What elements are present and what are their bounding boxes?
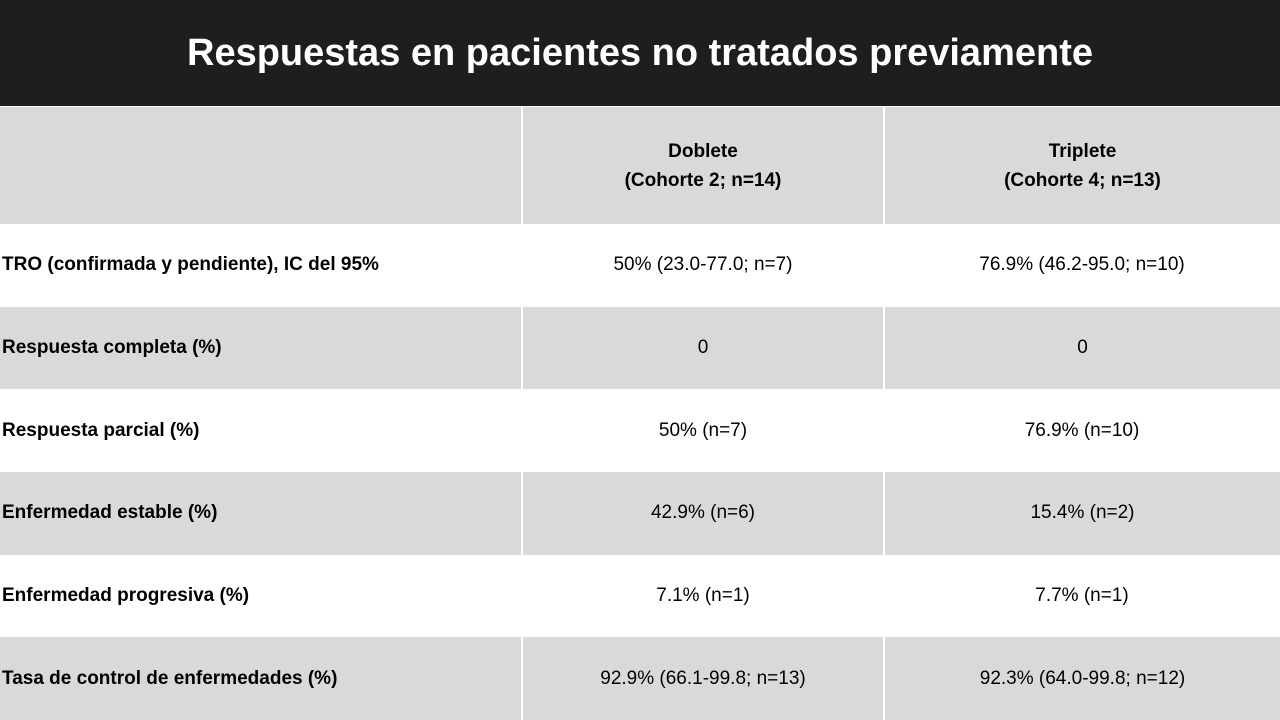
- cell-doblete: 42.9% (n=6): [521, 471, 884, 555]
- table-header-row: Doblete (Cohorte 2; n=14) Triplete (Coho…: [0, 107, 1280, 224]
- cell-triplete: 76.9% (46.2-95.0; n=10): [979, 254, 1185, 276]
- cell-doblete: 0: [521, 306, 884, 390]
- cell-triplete: 92.3% (64.0-99.8; n=12): [883, 637, 1280, 720]
- header-cell-empty: [0, 107, 522, 224]
- table-row-respuesta-parcial: Respuesta parcial (%) 50% (n=7) 76.9% (n…: [0, 389, 1280, 472]
- row-label: Respuesta parcial (%): [2, 419, 200, 441]
- row-label: Tasa de control de enfermedades (%): [2, 667, 338, 689]
- header-triplete-cohort: (Cohorte 4; n=13): [1004, 169, 1161, 191]
- table-row-enfermedad-estable: Enfermedad estable (%) 42.9% (n=6) 15.4%…: [0, 471, 1280, 555]
- table-row-enfermedad-progresiva: Enfermedad progresiva (%) 7.1% (n=1) 7.7…: [0, 554, 1280, 638]
- table-row-tasa-control: Tasa de control de enfermedades (%) 92.9…: [0, 637, 1280, 720]
- table-row-respuesta-completa: Respuesta completa (%) 0 0: [0, 306, 1280, 390]
- cell-triplete: 76.9% (n=10): [1024, 419, 1140, 441]
- row-label: Enfermedad estable (%): [2, 502, 218, 524]
- header-cell-triplete: Triplete (Cohorte 4; n=13): [883, 107, 1280, 224]
- row-label: Respuesta completa (%): [2, 336, 222, 358]
- cell-doblete: 50% (n=7): [658, 419, 748, 441]
- cell-doblete: 92.9% (66.1-99.8; n=13): [521, 637, 884, 720]
- header-triplete-name: Triplete: [1048, 140, 1117, 162]
- cell-doblete: 7.1% (n=1): [656, 584, 750, 606]
- header-doblete-cohort: (Cohorte 2; n=14): [624, 169, 782, 191]
- header-cell-doblete: Doblete (Cohorte 2; n=14): [521, 107, 884, 224]
- cell-doblete: 50% (23.0-77.0; n=7): [613, 254, 793, 276]
- table-row-tro: TRO (confirmada y pendiente), IC del 95%…: [0, 224, 1280, 307]
- results-table-container: Doblete (Cohorte 2; n=14) Triplete (Coho…: [0, 107, 1280, 720]
- slide-title: Respuestas en pacientes no tratados prev…: [187, 31, 1093, 74]
- cell-triplete: 15.4% (n=2): [883, 471, 1280, 555]
- cell-triplete: 0: [883, 306, 1280, 390]
- row-label: TRO (confirmada y pendiente), IC del 95%: [2, 254, 379, 276]
- cell-triplete: 7.7% (n=1): [1035, 584, 1129, 606]
- header-doblete-name: Doblete: [668, 140, 738, 162]
- slide-title-bar: Respuestas en pacientes no tratados prev…: [0, 0, 1280, 106]
- results-table: Doblete (Cohorte 2; n=14) Triplete (Coho…: [0, 107, 1280, 720]
- row-label: Enfermedad progresiva (%): [2, 584, 250, 606]
